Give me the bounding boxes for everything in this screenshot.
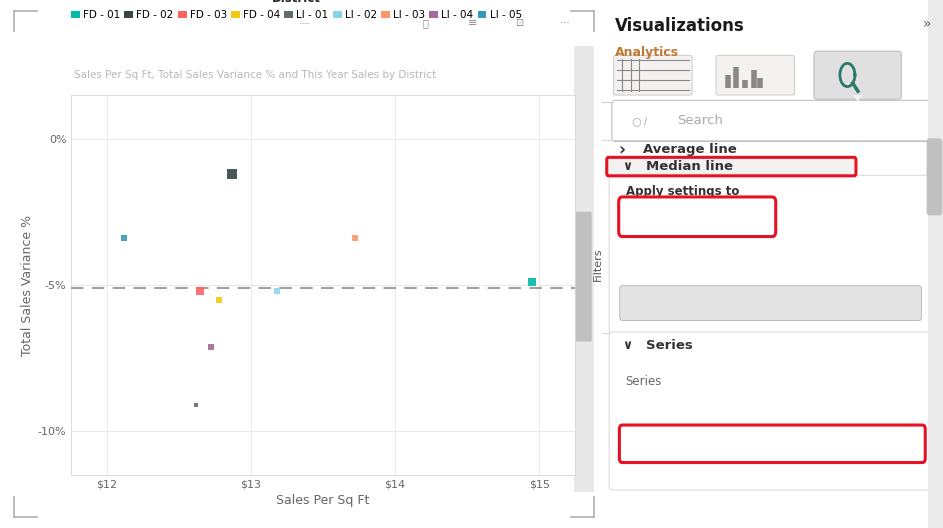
FancyBboxPatch shape xyxy=(573,212,592,342)
Text: Filters: Filters xyxy=(593,247,604,281)
Polygon shape xyxy=(852,95,863,101)
Text: —: — xyxy=(299,18,309,28)
Text: ∨: ∨ xyxy=(901,437,910,450)
Bar xyxy=(602,102,943,103)
Text: Series: Series xyxy=(625,375,662,388)
Text: ∨: ∨ xyxy=(622,339,632,352)
Text: ∨: ∨ xyxy=(622,160,632,173)
Text: ×: × xyxy=(909,296,921,310)
Point xyxy=(224,170,240,178)
Point xyxy=(189,401,204,409)
Text: /: / xyxy=(644,118,648,127)
Text: Average line: Average line xyxy=(642,144,736,156)
Point xyxy=(117,234,132,242)
FancyBboxPatch shape xyxy=(814,51,902,99)
Text: Median line: Median line xyxy=(646,160,733,173)
FancyBboxPatch shape xyxy=(609,332,935,490)
Text: Total Sales Variance %: Total Sales Variance % xyxy=(642,437,784,450)
FancyBboxPatch shape xyxy=(619,197,776,237)
FancyBboxPatch shape xyxy=(614,55,692,95)
FancyBboxPatch shape xyxy=(606,157,856,176)
Bar xyxy=(573,46,594,492)
Point xyxy=(211,296,226,304)
FancyBboxPatch shape xyxy=(716,55,795,95)
Text: + Add line: + Add line xyxy=(661,210,734,223)
Text: »: » xyxy=(922,17,931,31)
Text: ···: ··· xyxy=(559,18,571,28)
Text: Analytics: Analytics xyxy=(615,46,679,60)
FancyBboxPatch shape xyxy=(612,100,933,142)
Text: ✏: ✏ xyxy=(875,297,885,309)
Point xyxy=(193,287,208,295)
Text: Search: Search xyxy=(677,115,722,127)
Bar xyxy=(602,140,943,141)
Text: Apply settings to: Apply settings to xyxy=(625,185,739,198)
Bar xyxy=(602,333,943,334)
FancyBboxPatch shape xyxy=(927,138,942,215)
Point xyxy=(203,342,218,351)
Point xyxy=(524,278,539,286)
Text: Series: Series xyxy=(646,339,693,352)
Bar xyxy=(928,0,943,528)
Text: Sales Per Sq Ft, Total Sales Variance % and This Year Sales by District: Sales Per Sq Ft, Total Sales Variance % … xyxy=(74,70,436,80)
Legend: FD - 01, FD - 02, FD - 03, FD - 04, LI - 01, LI - 02, LI - 03, LI - 04, LI - 05: FD - 01, FD - 02, FD - 03, FD - 04, LI -… xyxy=(71,0,521,20)
Y-axis label: Total Sales Variance %: Total Sales Variance % xyxy=(21,214,34,356)
Point xyxy=(270,287,285,295)
Text: ⊡: ⊡ xyxy=(515,18,522,28)
FancyBboxPatch shape xyxy=(620,286,921,320)
Text: ›: › xyxy=(619,141,625,159)
X-axis label: Sales Per Sq Ft: Sales Per Sq Ft xyxy=(276,494,370,506)
Text: ○: ○ xyxy=(631,116,640,126)
Text: Median line 1: Median line 1 xyxy=(646,297,730,309)
Text: Visualizations: Visualizations xyxy=(615,17,745,35)
Text: ⌖: ⌖ xyxy=(423,18,429,28)
Text: ≡: ≡ xyxy=(468,18,477,28)
FancyBboxPatch shape xyxy=(620,425,925,463)
FancyBboxPatch shape xyxy=(609,175,935,334)
Point xyxy=(347,234,362,242)
